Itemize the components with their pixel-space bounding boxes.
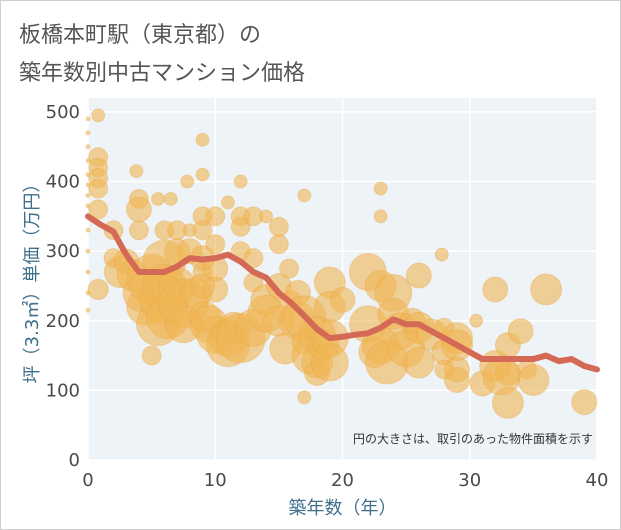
x-tick-label: 30: [458, 470, 481, 491]
bubble-point: [434, 247, 449, 262]
bubble-point: [195, 132, 210, 147]
y-tick-label: 100: [46, 380, 80, 401]
chart-title-line-1: 板橋本町駅（東京都）の: [19, 23, 262, 48]
bubble-point: [85, 227, 91, 233]
bubble-point: [571, 389, 598, 416]
bubble-point: [482, 276, 509, 303]
bubble-point: [163, 191, 178, 206]
y-tick-label: 200: [46, 311, 80, 332]
bubble-point: [88, 178, 109, 199]
x-tick-label: 20: [331, 470, 354, 491]
bubble-point: [205, 234, 226, 255]
bubble-point: [129, 164, 144, 179]
x-axis-label: 築年数（年）: [289, 498, 397, 519]
y-axis-label: 坪（3.3㎡）単価（万円）: [21, 175, 43, 384]
bubble-point: [259, 209, 274, 224]
trend-line: [85, 213, 600, 373]
bubble-point: [88, 199, 109, 220]
bubble-point: [128, 220, 149, 241]
bubble-point: [220, 195, 235, 210]
bubble-point: [233, 174, 248, 189]
bubble-point: [268, 216, 289, 237]
bubble-point: [85, 269, 91, 275]
bubble-point: [87, 278, 109, 301]
x-tick-label: 0: [82, 470, 93, 491]
bubble-point: [373, 209, 388, 224]
size-note: 円の大きさは、取引のあった物件面積を示す: [353, 431, 593, 446]
y-tick-label: 500: [46, 102, 80, 123]
bubble-point: [279, 258, 300, 279]
bubble-point: [268, 234, 289, 255]
bubble-point: [402, 346, 435, 379]
bubble-point: [195, 167, 210, 182]
y-axis-ticks: 0 100 200 300 400 500: [46, 102, 80, 471]
bubble-point: [180, 174, 195, 189]
bubble-point: [530, 273, 563, 306]
bubble-point: [85, 130, 91, 136]
bubble-point: [91, 108, 106, 123]
bubble-point: [491, 386, 524, 419]
bubble-point: [150, 191, 165, 206]
bubble-point: [297, 390, 312, 405]
x-axis-ticks: 0 10 20 30 40: [82, 470, 608, 491]
bubble-point: [85, 248, 91, 254]
y-tick-label: 400: [46, 172, 80, 193]
bubble-point: [230, 216, 251, 237]
x-tick-label: 40: [586, 470, 609, 491]
y-tick-label: 300: [46, 241, 80, 262]
bubble-series: [85, 108, 598, 419]
bubble-point: [85, 192, 91, 198]
bubble-point: [494, 359, 521, 386]
bubble-point: [192, 220, 213, 241]
bubble-point: [310, 343, 349, 382]
bubble-point: [243, 248, 264, 269]
bubble-point: [444, 366, 471, 393]
bubble-point: [202, 276, 229, 303]
bubble-point: [141, 345, 162, 366]
bubble-point: [373, 181, 388, 196]
bubble-point: [517, 363, 550, 396]
chart-title-line-2: 築年数別中古マンション価格: [19, 61, 306, 86]
bubble-point: [405, 262, 432, 289]
x-tick-label: 10: [204, 470, 227, 491]
bubble-point: [469, 313, 484, 328]
y-tick-label: 0: [69, 450, 80, 471]
bubble-point: [85, 116, 91, 122]
bubble-point: [507, 318, 534, 345]
bubble-point: [297, 188, 312, 203]
bubble-point: [205, 206, 226, 227]
bubble-point: [329, 286, 356, 313]
bubble-point: [125, 196, 152, 223]
bubble-point: [85, 307, 91, 313]
bubble-point: [85, 144, 91, 150]
